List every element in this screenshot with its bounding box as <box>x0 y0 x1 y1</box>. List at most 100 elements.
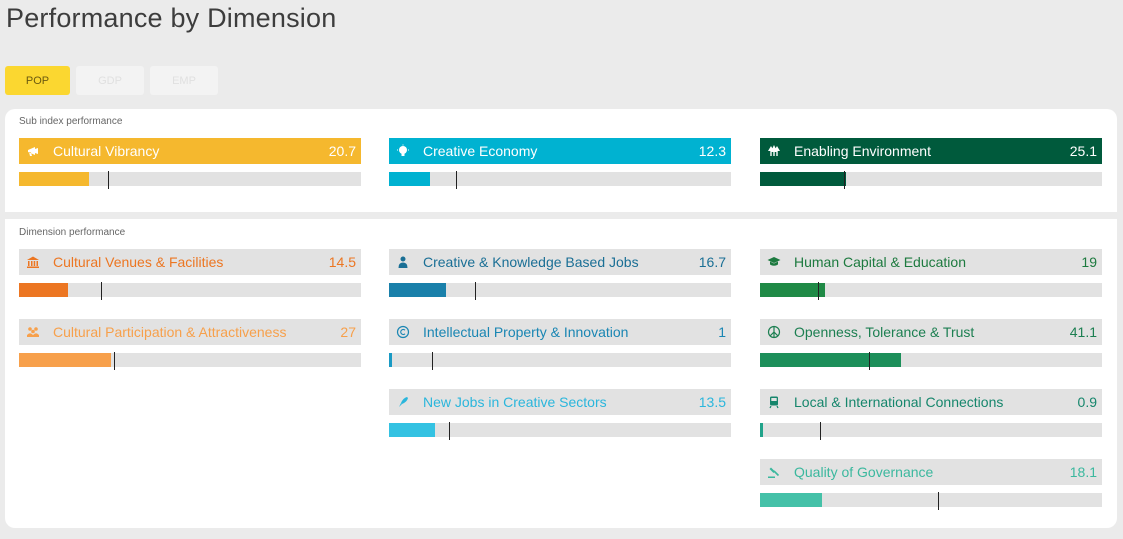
progress-bar-track <box>389 352 731 370</box>
progress-bar-track <box>760 422 1102 440</box>
new-jobs-in-creative-sectors-item[interactable]: New Jobs in Creative Sectors 13.5 <box>389 389 731 440</box>
item-header: Openness, Tolerance & Trust 41.1 <box>760 319 1102 345</box>
item-header: Creative Economy 12.3 <box>389 138 731 164</box>
item-value: 16.7 <box>698 254 726 270</box>
progress-bar-track <box>19 171 361 189</box>
benchmark-marker <box>818 282 819 300</box>
item-header: Human Capital & Education 19 <box>760 249 1102 275</box>
progress-bar-track <box>760 171 1102 189</box>
item-header: Cultural Venues & Facilities 14.5 <box>19 249 361 275</box>
cultural-vibrancy-item[interactable]: Cultural Vibrancy 20.7 <box>19 138 361 189</box>
item-label: Enabling Environment <box>794 143 931 159</box>
benchmark-marker <box>449 422 450 440</box>
item-value: 13.5 <box>698 394 726 410</box>
item-header: Cultural Vibrancy 20.7 <box>19 138 361 164</box>
item-header: Enabling Environment 25.1 <box>760 138 1102 164</box>
benchmark-marker <box>101 282 102 300</box>
item-header: Intellectual Property & Innovation 1 <box>389 319 731 345</box>
benchmark-marker <box>475 282 476 300</box>
dimension-card: Dimension performance Cultural Venues & … <box>5 219 1117 528</box>
benchmark-marker <box>938 492 939 510</box>
cultural-participation-attractiveness-item[interactable]: Cultural Participation & Attractiveness 2… <box>19 319 361 370</box>
benchmark-marker <box>844 171 845 189</box>
progress-bar-fill <box>19 283 68 297</box>
item-label: New Jobs in Creative Sectors <box>423 394 607 410</box>
rocket-icon <box>395 394 411 410</box>
metric-tabs: POP GDP EMP <box>5 66 218 95</box>
progress-bar-fill <box>760 283 825 297</box>
museum-icon <box>25 254 41 270</box>
enabling-environment-item[interactable]: Enabling Environment 25.1 <box>760 138 1102 189</box>
item-header: Creative & Knowledge Based Jobs 16.7 <box>389 249 731 275</box>
lightbulb-icon <box>395 143 411 159</box>
item-label: Human Capital & Education <box>794 254 966 270</box>
progress-bar-track <box>389 422 731 440</box>
item-header: New Jobs in Creative Sectors 13.5 <box>389 389 731 415</box>
item-label: Cultural Venues & Facilities <box>53 254 224 270</box>
item-value: 18.1 <box>1069 464 1097 480</box>
item-value: 1 <box>718 324 726 340</box>
item-header: Quality of Governance 18.1 <box>760 459 1102 485</box>
progress-bar-track <box>19 352 361 370</box>
progress-bar-track <box>389 171 731 189</box>
item-label: Creative & Knowledge Based Jobs <box>423 254 639 270</box>
benchmark-marker <box>114 352 115 370</box>
item-value: 14.5 <box>328 254 356 270</box>
progress-bar-fill <box>19 353 111 367</box>
benchmark-marker <box>108 171 109 189</box>
page-title: Performance by Dimension <box>6 3 337 33</box>
gavel-icon <box>766 464 782 480</box>
progress-bar-track <box>760 492 1102 510</box>
progress-bar-fill <box>389 353 392 367</box>
progress-bar-fill <box>760 493 822 507</box>
progress-bar-fill <box>389 172 430 186</box>
local-international-connections-item[interactable]: Local & International Connections 0.9 <box>760 389 1102 440</box>
openness-tolerance-trust-item[interactable]: Openness, Tolerance & Trust 41.1 <box>760 319 1102 370</box>
people-icon <box>25 324 41 340</box>
item-label: Intellectual Property & Innovation <box>423 324 629 340</box>
benchmark-marker <box>869 352 870 370</box>
item-value: 41.1 <box>1069 324 1097 340</box>
tab-emp[interactable]: EMP <box>150 66 218 95</box>
progress-bar-track <box>760 282 1102 300</box>
dimension-label: Dimension performance <box>19 227 126 238</box>
creative-economy-item[interactable]: Creative Economy 12.3 <box>389 138 731 189</box>
sub-index-label: Sub index performance <box>19 116 123 127</box>
item-header: Local & International Connections 0.9 <box>760 389 1102 415</box>
tab-gdp[interactable]: GDP <box>76 66 144 95</box>
item-value: 20.7 <box>328 143 356 159</box>
creative-knowledge-based-jobs-item[interactable]: Creative & Knowledge Based Jobs 16.7 <box>389 249 731 300</box>
progress-bar-fill <box>760 423 763 437</box>
item-label: Cultural Participation & Attractiveness <box>53 324 287 340</box>
item-header: Cultural Participation & Attractiveness 2… <box>19 319 361 345</box>
item-label: Cultural Vibrancy <box>53 143 160 159</box>
progress-bar-fill <box>389 283 446 297</box>
tab-pop[interactable]: POP <box>5 66 70 95</box>
benchmark-marker <box>820 422 821 440</box>
quality-of-governance-item[interactable]: Quality of Governance 18.1 <box>760 459 1102 510</box>
graduation-cap-icon <box>766 254 782 270</box>
item-label: Openness, Tolerance & Trust <box>794 324 975 340</box>
progress-bar-fill <box>760 353 901 367</box>
intellectual-property-innovation-item[interactable]: Intellectual Property & Innovation 1 <box>389 319 731 370</box>
progress-bar-fill <box>19 172 89 186</box>
progress-bar-fill <box>760 172 846 186</box>
human-capital-education-item[interactable]: Human Capital & Education 19 <box>760 249 1102 300</box>
item-value: 12.3 <box>698 143 726 159</box>
peace-icon <box>766 324 782 340</box>
progress-bar-fill <box>389 423 435 437</box>
item-value: 27 <box>340 324 356 340</box>
item-value: 25.1 <box>1069 143 1097 159</box>
copyright-icon <box>395 324 411 340</box>
item-value: 0.9 <box>1077 394 1097 410</box>
benchmark-marker <box>432 352 433 370</box>
train-icon <box>766 394 782 410</box>
sub-index-card: Sub index performance Cultural Vibrancy 2… <box>5 109 1117 212</box>
cultural-venues-facilities-item[interactable]: Cultural Venues & Facilities 14.5 <box>19 249 361 300</box>
progress-bar-track <box>760 352 1102 370</box>
progress-bar-track <box>19 282 361 300</box>
item-label: Creative Economy <box>423 143 538 159</box>
megaphone-icon <box>25 143 41 159</box>
benchmark-marker <box>456 171 457 189</box>
person-icon <box>395 254 411 270</box>
